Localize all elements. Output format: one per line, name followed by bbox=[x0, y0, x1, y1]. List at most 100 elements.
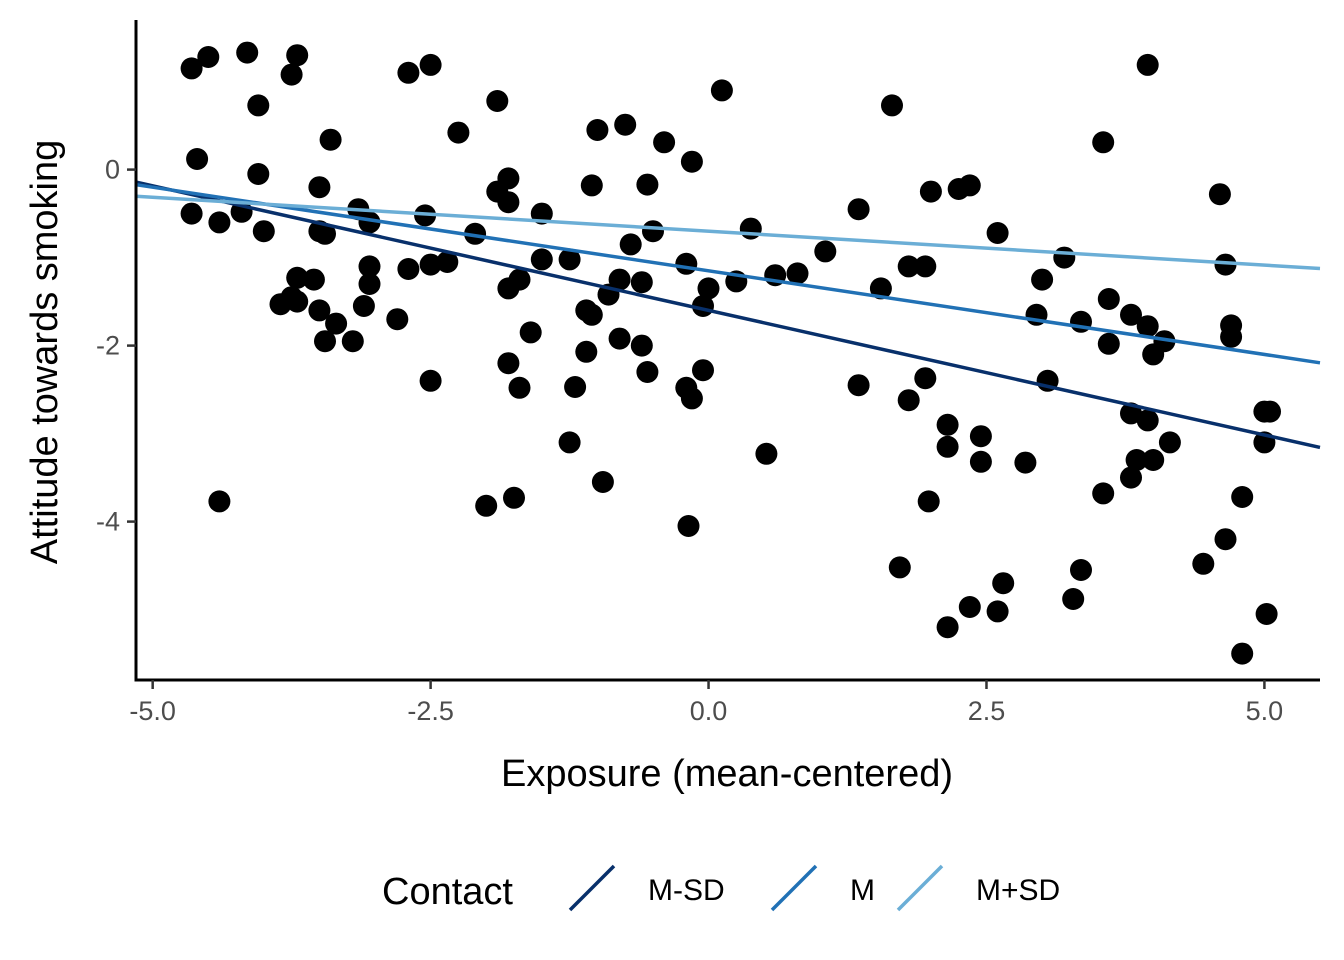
data-point-1 bbox=[197, 46, 220, 68]
data-point-27 bbox=[314, 222, 336, 245]
data-point-86 bbox=[914, 255, 937, 278]
data-point-97 bbox=[1214, 253, 1237, 276]
data-point-101 bbox=[508, 376, 531, 399]
data-point-0 bbox=[180, 57, 203, 80]
data-point-77 bbox=[675, 252, 698, 275]
data-point-54 bbox=[314, 330, 336, 353]
data-point-31 bbox=[464, 222, 487, 245]
data-point-94 bbox=[1136, 315, 1159, 338]
data-point-111 bbox=[558, 431, 581, 454]
data-point-66 bbox=[558, 248, 581, 271]
data-point-131 bbox=[503, 486, 525, 509]
data-point-107 bbox=[847, 374, 870, 397]
data-point-15 bbox=[447, 121, 470, 144]
data-point-6 bbox=[419, 53, 442, 76]
data-point-137 bbox=[1070, 559, 1092, 581]
regression-line-m bbox=[135, 182, 1321, 365]
data-point-82 bbox=[786, 262, 809, 285]
data-point-2 bbox=[236, 41, 259, 64]
legend-key-m bbox=[770, 864, 818, 912]
data-point-113 bbox=[755, 442, 778, 465]
points-layer bbox=[180, 41, 1281, 665]
data-point-47 bbox=[286, 266, 309, 289]
axes-layer: -5.0 -2.5 0.0 2.5 5.0 -4 -2 0 bbox=[96, 20, 1320, 726]
data-point-100 bbox=[497, 352, 520, 375]
legend-label-m-sd: M-SD bbox=[648, 874, 725, 907]
data-point-143 bbox=[1062, 588, 1085, 610]
data-point-51 bbox=[286, 290, 309, 313]
data-point-74 bbox=[608, 327, 631, 350]
data-point-130 bbox=[475, 494, 498, 517]
data-point-3 bbox=[286, 44, 309, 67]
y-tick-label: -4 bbox=[96, 507, 120, 537]
data-point-9 bbox=[710, 79, 733, 102]
data-point-39 bbox=[619, 233, 642, 256]
data-point-59 bbox=[386, 308, 409, 331]
data-point-116 bbox=[969, 425, 992, 448]
data-point-57 bbox=[358, 273, 381, 295]
data-point-145 bbox=[1231, 642, 1254, 665]
data-point-45 bbox=[986, 222, 1009, 244]
y-tick-label: -2 bbox=[96, 331, 120, 361]
data-point-122 bbox=[1142, 449, 1165, 471]
data-point-103 bbox=[564, 376, 587, 398]
x-tick-label: 0.0 bbox=[690, 696, 728, 726]
data-point-133 bbox=[917, 490, 940, 513]
data-point-5 bbox=[397, 61, 420, 84]
data-point-108 bbox=[897, 389, 920, 412]
data-point-20 bbox=[1092, 131, 1115, 154]
data-point-121 bbox=[1136, 409, 1159, 432]
x-tick-label: 2.5 bbox=[968, 696, 1006, 726]
data-point-75 bbox=[630, 334, 653, 357]
data-point-7 bbox=[247, 94, 270, 117]
data-point-129 bbox=[208, 490, 231, 513]
data-point-87 bbox=[1031, 268, 1054, 291]
data-point-125 bbox=[1259, 400, 1281, 423]
data-point-38 bbox=[642, 220, 664, 243]
data-point-93 bbox=[1120, 303, 1142, 326]
data-point-83 bbox=[814, 240, 837, 263]
data-point-21 bbox=[180, 202, 203, 225]
x-tick-label: 5.0 bbox=[1246, 696, 1284, 726]
data-point-140 bbox=[936, 616, 959, 639]
data-point-62 bbox=[436, 251, 459, 273]
regression-line-m-sd bbox=[135, 194, 1321, 271]
data-point-112 bbox=[591, 471, 614, 493]
data-point-99 bbox=[1220, 325, 1243, 348]
regression-lines-layer bbox=[135, 180, 1321, 450]
data-point-72 bbox=[630, 271, 653, 294]
data-point-142 bbox=[986, 600, 1009, 623]
data-point-56 bbox=[358, 255, 381, 278]
data-point-106 bbox=[680, 387, 703, 410]
data-point-115 bbox=[936, 435, 959, 458]
data-point-8 bbox=[486, 90, 509, 112]
data-point-14 bbox=[319, 128, 342, 151]
data-point-128 bbox=[1120, 466, 1142, 489]
data-point-60 bbox=[397, 258, 420, 280]
data-point-71 bbox=[608, 268, 631, 291]
data-point-22 bbox=[208, 211, 231, 234]
x-axis-title: Exposure (mean-centered) bbox=[501, 753, 953, 795]
data-point-19 bbox=[680, 150, 703, 173]
data-point-84 bbox=[869, 277, 892, 300]
legend: Contact M-SD M M+SD bbox=[382, 864, 1060, 913]
legend-label-m: M bbox=[850, 874, 875, 907]
data-point-117 bbox=[969, 450, 992, 473]
data-point-11 bbox=[881, 94, 903, 117]
data-point-118 bbox=[1014, 451, 1037, 474]
data-point-123 bbox=[1158, 431, 1181, 454]
data-point-17 bbox=[614, 113, 637, 136]
data-point-68 bbox=[580, 303, 603, 326]
data-point-13 bbox=[247, 163, 270, 185]
data-point-16 bbox=[586, 119, 609, 141]
data-point-134 bbox=[1231, 486, 1254, 508]
regression-line-m-sd bbox=[135, 180, 1321, 450]
data-point-10 bbox=[1136, 53, 1159, 76]
data-point-73 bbox=[519, 321, 542, 344]
legend-label-m-sd: M+SD bbox=[976, 874, 1060, 907]
data-point-132 bbox=[677, 515, 700, 537]
data-point-24 bbox=[252, 220, 275, 243]
data-point-64 bbox=[508, 268, 531, 291]
x-tick-label: -2.5 bbox=[407, 696, 454, 726]
y-axis-title: Attitude towards smoking bbox=[24, 140, 66, 565]
